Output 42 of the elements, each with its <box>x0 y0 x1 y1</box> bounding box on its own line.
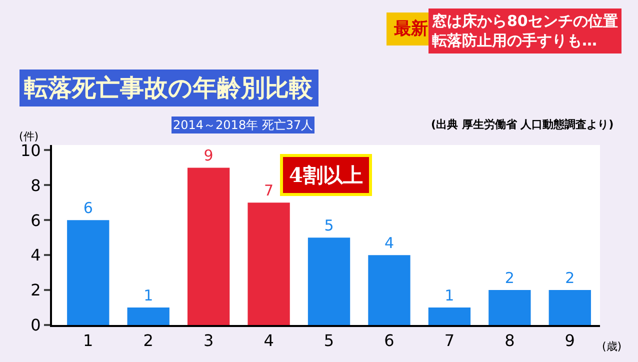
data-label: 1 <box>444 286 454 305</box>
data-label: 9 <box>204 146 214 165</box>
bar <box>187 168 230 325</box>
data-label: 5 <box>324 216 334 235</box>
x-tick-label: 2 <box>143 331 154 350</box>
y-tick-label: 6 <box>30 210 41 230</box>
x-tick-label: 5 <box>324 331 334 350</box>
x-tick-label: 1 <box>83 331 94 350</box>
data-label: 7 <box>264 182 274 200</box>
y-tick-label: 0 <box>30 316 41 335</box>
bar <box>368 255 410 325</box>
y-axis-title: (件) <box>19 130 39 143</box>
data-label: 2 <box>504 269 514 288</box>
chart-subtitle: 2014～2018年 死亡37人 <box>173 118 314 132</box>
text: 転落防止用の手すりも… <box>432 32 597 50</box>
data-label: 2 <box>565 269 575 288</box>
y-tick-label: 2 <box>30 280 41 300</box>
bar <box>428 308 471 325</box>
x-tick-label: 6 <box>384 331 394 350</box>
text: 最新 <box>393 19 428 39</box>
x-tick-label: 4 <box>264 331 274 350</box>
x-axis-title: (歳) <box>602 340 622 353</box>
y-tick-label: 4 <box>30 246 41 265</box>
annotation: 4割以上 <box>289 163 363 187</box>
x-tick-label: 8 <box>504 331 515 350</box>
chart-title: 転落死亡事故の年齢別比較 <box>24 74 314 102</box>
text: (出典 厚生労働省 人口動態調査より) <box>431 118 614 131</box>
data-label: 6 <box>83 199 93 218</box>
y-tick-label: 8 <box>30 176 41 195</box>
bar <box>67 220 110 325</box>
x-tick-label: 3 <box>203 331 214 350</box>
x-tick-label: 9 <box>564 331 575 350</box>
text: 窓は床から80センチの位置 <box>432 12 618 30</box>
x-tick-label: 7 <box>444 331 455 350</box>
bar <box>548 290 591 325</box>
y-tick-label: 10 <box>20 140 41 160</box>
bar <box>127 308 170 325</box>
data-label: 1 <box>144 286 154 305</box>
bar <box>248 202 290 325</box>
data-label: 4 <box>384 234 394 252</box>
bar <box>488 290 531 325</box>
bar <box>308 238 350 325</box>
